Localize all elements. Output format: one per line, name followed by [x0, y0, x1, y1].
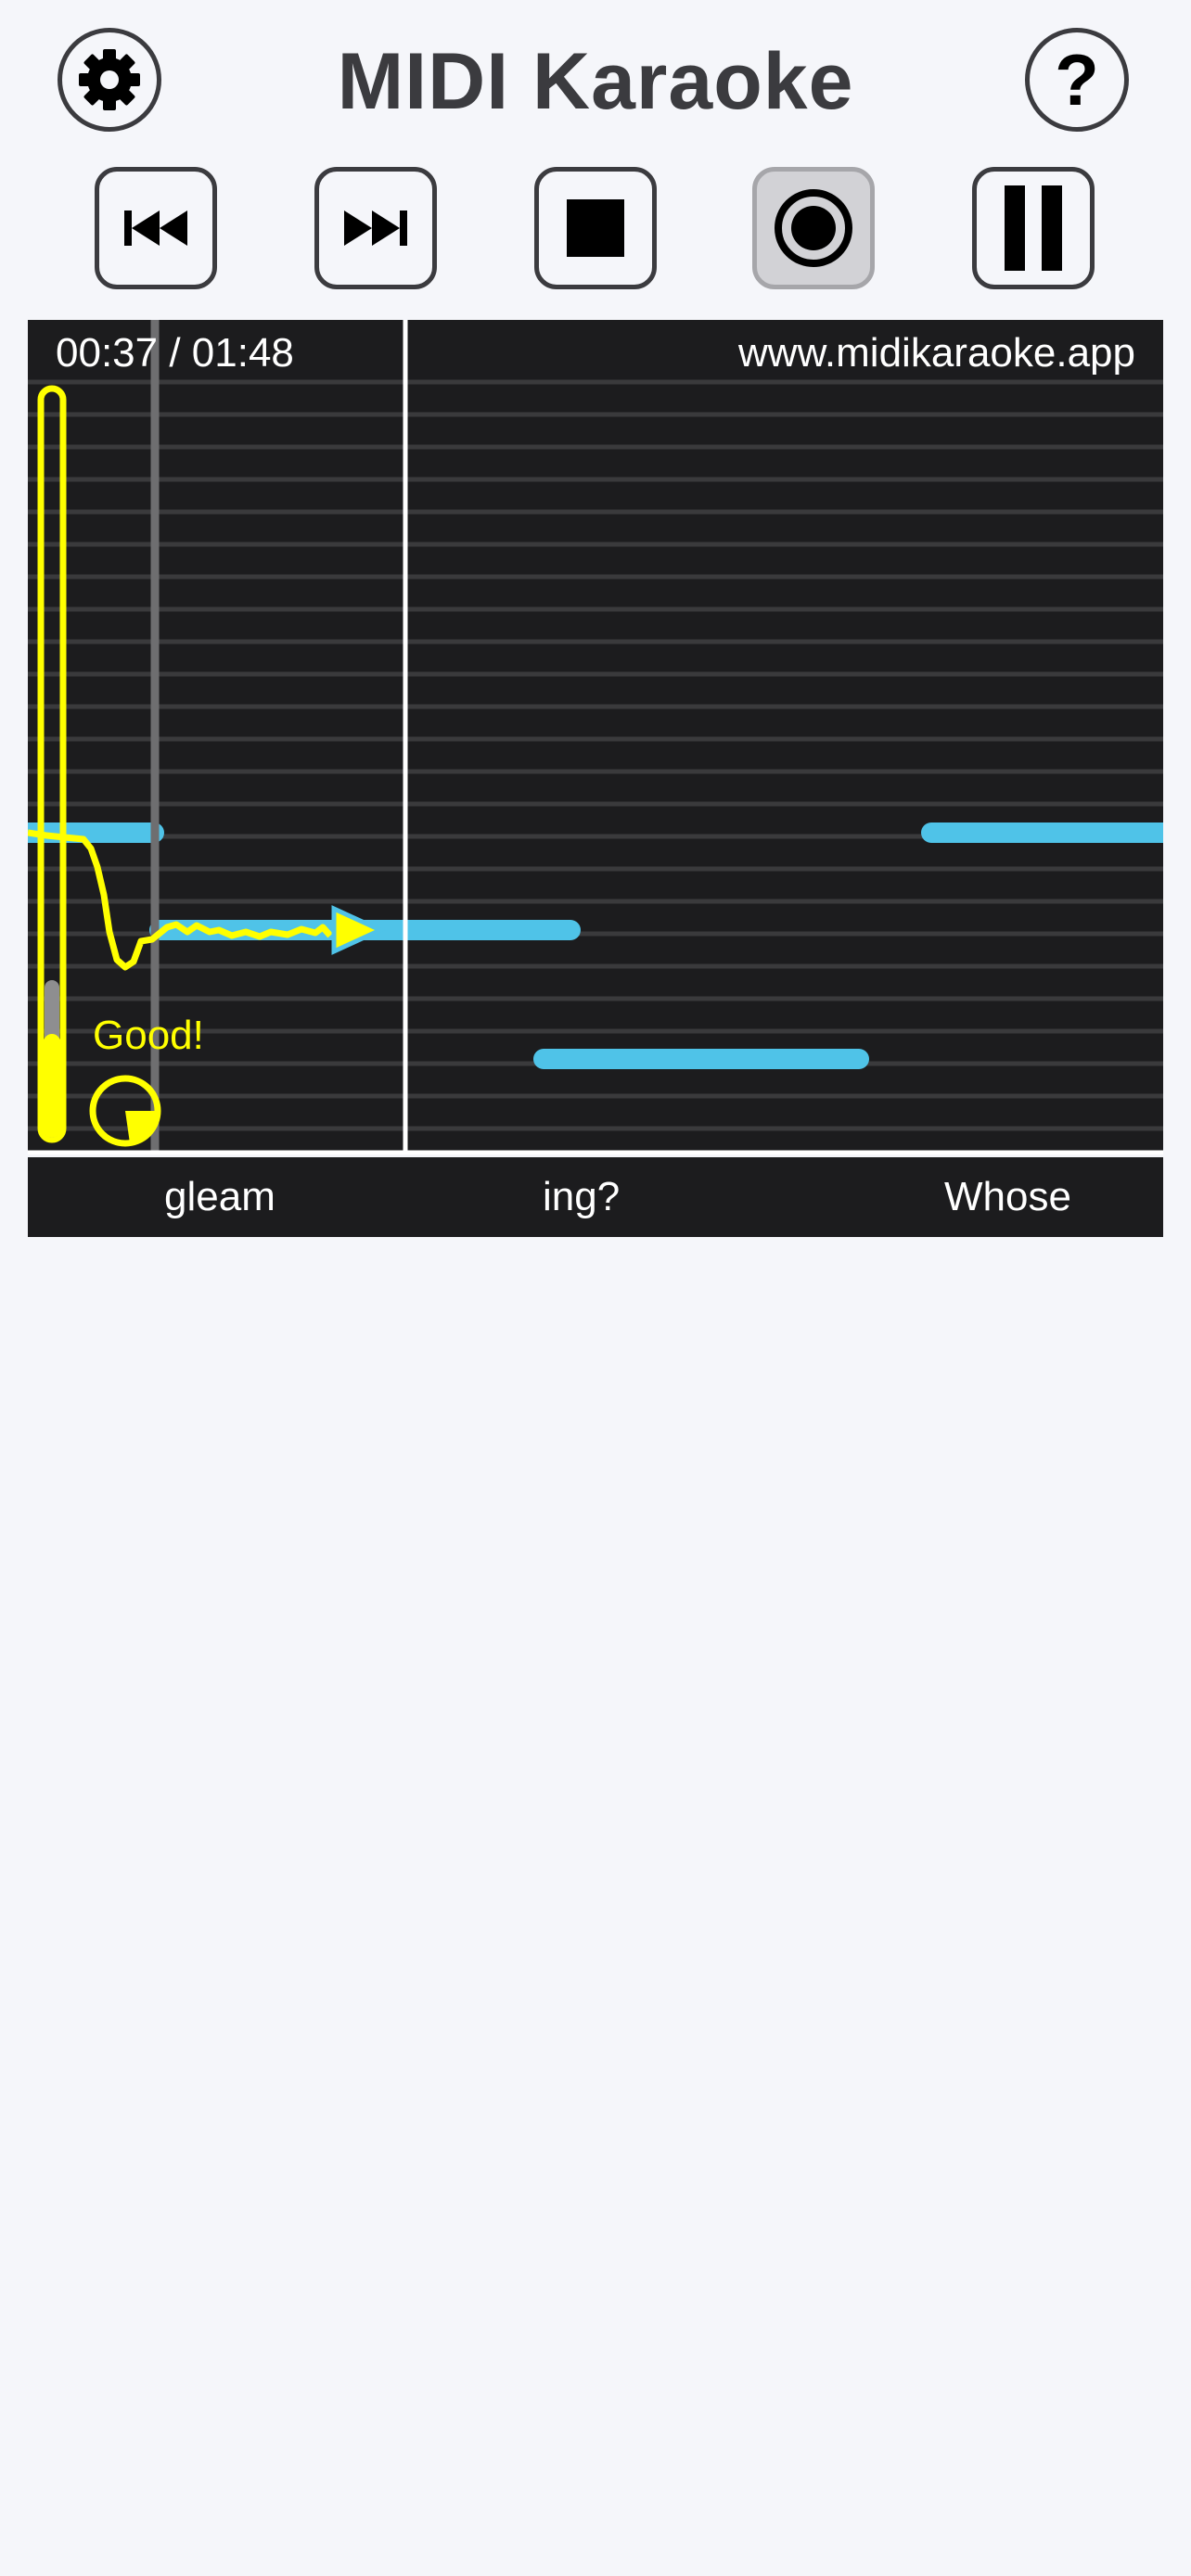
app-title: MIDI Karaoke: [337, 37, 854, 126]
lyric-word: ing?: [543, 1174, 621, 1219]
question-mark-icon: ?: [1055, 39, 1099, 121]
skip-back-icon: [124, 210, 187, 246]
skip-forward-button[interactable]: [314, 167, 437, 289]
pitch-arrow: [331, 905, 386, 955]
feedback-gauge-wedge: [125, 1111, 159, 1143]
skip-forward-icon: [344, 210, 407, 246]
karaoke-stage: 00:37 / 01:48 www.midikaraoke.app Good!: [28, 320, 1163, 1154]
settings-button[interactable]: [58, 28, 161, 132]
watermark-url: www.midikaraoke.app: [738, 330, 1135, 376]
lyrics-bar: gleam ing? Whose: [28, 1157, 1163, 1237]
pitch-trace: [28, 829, 333, 971]
lyric-word: Whose: [944, 1174, 1071, 1219]
lyric-word: gleam: [164, 1174, 275, 1219]
pitch-grid: [28, 320, 1163, 1154]
skip-back-button[interactable]: [95, 167, 217, 289]
feedback-text: Good!: [93, 1013, 204, 1058]
pause-icon: [1005, 185, 1062, 271]
stop-icon: [567, 199, 624, 257]
transport-controls: [0, 167, 1191, 293]
level-meter-fill: [44, 1034, 60, 1138]
record-icon: [775, 189, 852, 267]
level-meter-frame: [37, 385, 67, 1143]
app-header: MIDI Karaoke ?: [0, 0, 1191, 158]
gear-icon: [79, 49, 140, 110]
pause-button[interactable]: [972, 167, 1095, 289]
record-button[interactable]: [752, 167, 875, 289]
help-button[interactable]: ?: [1025, 28, 1129, 132]
time-display: 00:37 / 01:48: [56, 330, 294, 376]
stop-button[interactable]: [534, 167, 657, 289]
